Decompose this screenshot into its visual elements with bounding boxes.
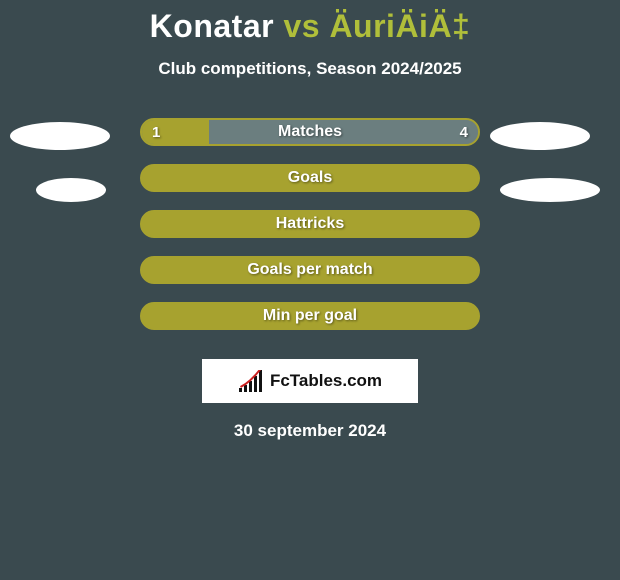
- stat-value-left: 1: [142, 120, 170, 144]
- stat-row: Matches14: [0, 109, 620, 155]
- bar-fill-right: [209, 120, 478, 144]
- fctables-icon: [238, 370, 264, 392]
- stat-row: Min per goal: [0, 293, 620, 339]
- subtitle: Club competitions, Season 2024/2025: [0, 59, 620, 79]
- vs-label: vs: [283, 8, 320, 44]
- player-a-name: Konatar: [150, 8, 274, 44]
- bar-fill-left: [142, 304, 478, 328]
- stat-bar: Goals per match: [140, 256, 480, 284]
- stat-value-right: 4: [450, 120, 478, 144]
- stat-bar: Goals: [140, 164, 480, 192]
- stat-bar: Min per goal: [140, 302, 480, 330]
- footer-date: 30 september 2024: [0, 421, 620, 441]
- stat-bar: Matches14: [140, 118, 480, 146]
- stat-row: Goals: [0, 155, 620, 201]
- stat-row: Hattricks: [0, 201, 620, 247]
- stats-rows: Matches14GoalsHattricksGoals per matchMi…: [0, 109, 620, 339]
- player-b-name: ÄuriÄiÄ‡: [329, 8, 470, 44]
- bar-fill-left: [142, 258, 478, 282]
- stat-row: Goals per match: [0, 247, 620, 293]
- stat-bar: Hattricks: [140, 210, 480, 238]
- comparison-canvas: Konatar vs ÄuriÄiÄ‡ Club competitions, S…: [0, 0, 620, 580]
- brand-text: FcTables.com: [270, 371, 382, 391]
- bar-fill-left: [142, 166, 478, 190]
- brand-box: FcTables.com: [202, 359, 418, 403]
- bar-fill-left: [142, 212, 478, 236]
- page-title: Konatar vs ÄuriÄiÄ‡: [0, 0, 620, 45]
